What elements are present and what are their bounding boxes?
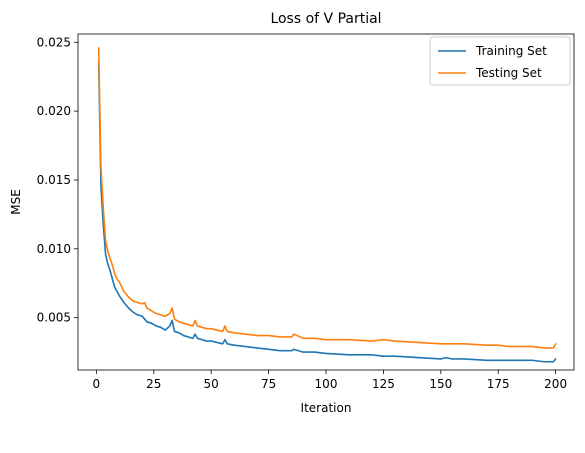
- x-tick-label: 0: [93, 377, 101, 391]
- y-tick-label: 0.025: [37, 35, 71, 49]
- series-layer: [97, 46, 557, 363]
- x-axis: 0 25 50 75 100 125 150 175 200: [93, 370, 567, 391]
- series-line-testing-set: [97, 46, 557, 349]
- y-tick-label: 0.015: [37, 173, 71, 187]
- x-tick-label: 200: [544, 377, 567, 391]
- plot-background: [78, 34, 574, 370]
- x-tick-label: 150: [429, 377, 452, 391]
- x-tick-label: 125: [372, 377, 395, 391]
- y-axis-title: MSE: [9, 189, 23, 215]
- legend: Training Set Testing Set: [429, 36, 571, 86]
- x-axis-title: Iteration: [301, 401, 352, 415]
- legend-label-testing-set: Testing Set: [475, 66, 542, 80]
- chart-title: Loss of V Partial: [270, 11, 381, 27]
- y-axis: 0.005 0.010 0.015 0.020 0.025: [37, 35, 78, 325]
- y-tick-label: 0.010: [37, 242, 71, 256]
- x-tick-label: 100: [315, 377, 338, 391]
- x-tick-label: 50: [204, 377, 219, 391]
- x-tick-label: 25: [146, 377, 161, 391]
- series-line-training-set: [97, 60, 557, 363]
- x-tick-label: 175: [487, 377, 510, 391]
- x-tick-label: 75: [261, 377, 276, 391]
- y-tick-label: 0.020: [37, 104, 71, 118]
- y-tick-label: 0.005: [37, 311, 71, 325]
- legend-label-training-set: Training Set: [475, 44, 547, 58]
